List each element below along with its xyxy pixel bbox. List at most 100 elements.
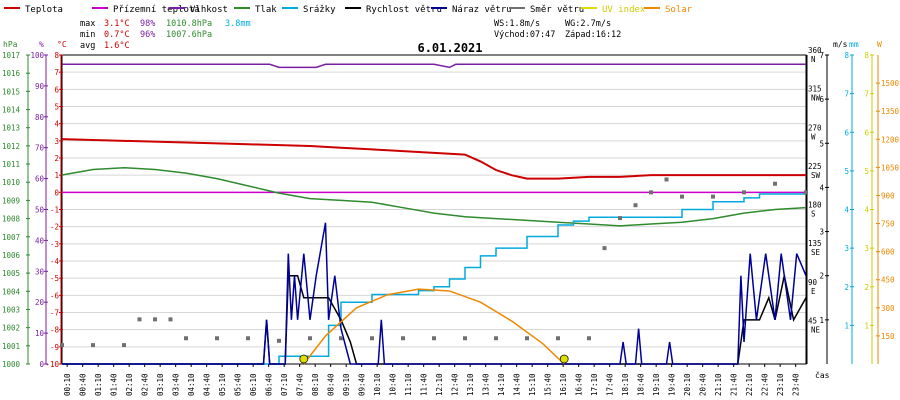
precip-tick-label: 8 [844,51,849,60]
temperature-tick-label: -3 [50,240,59,249]
humidity-tick-label: 50 [35,206,45,215]
precip-tick-label: 2 [844,283,849,292]
wind-dir-tick-label: 225 [808,162,822,171]
temperature-tick-label: -10 [45,360,59,369]
wind-dir-point [153,317,157,322]
uv-tick-label: 3 [864,244,869,253]
legend-label: Přízemní teplota [113,5,200,15]
x-tick-label: 23:40 [792,373,801,396]
x-tick-label: 13:10 [466,373,475,396]
legend-item-solar[interactable]: Solar [644,5,693,15]
pressure-tick-label: 1007 [2,233,20,242]
sunrise-marker [299,354,309,364]
solar-unit-label: W [877,40,882,49]
uv-tick-label: 6 [864,128,869,137]
x-tick-label: 10:40 [389,373,398,396]
legend-label: Rychlost větru [366,5,442,15]
precip-tick-label: 4 [844,206,849,215]
legend-item-naraz-vetru[interactable]: Náraz větru [431,5,512,15]
wind-dir-point [633,203,638,208]
pressure-tick-label: 1004 [2,287,21,296]
x-tick-label: 15:40 [544,373,553,396]
uv-tick-label: 8 [864,51,869,60]
solar-line [303,288,565,365]
x-tick-label: 16:10 [559,373,568,396]
x-tick-label: 18:40 [637,373,646,396]
temperature-tick-label: -9 [50,343,59,352]
temperature-tick-label: 0 [54,188,59,197]
wind-dir-tick-label: 315 [808,85,822,94]
legend-item-uv-index[interactable]: UV index [581,5,646,15]
wind-dir-point [370,336,374,341]
x-tick-label: 19:10 [652,373,661,396]
x-tick-label: 17:10 [590,373,599,396]
pressure-tick-label: 1011 [2,160,20,169]
legend-item-tlak[interactable]: Tlak [234,5,277,15]
legend-item-vlhkost[interactable]: Vlhkost [169,5,228,15]
wind-dir-compass-label: NW [811,94,821,103]
stats-max-pressure: 1010.8hPa [166,19,212,29]
pressure-unit-label: hPa [3,40,18,49]
temperature-tick-label: 8 [54,51,59,60]
series-layer [60,63,808,365]
legend-item-teplota[interactable]: Teplota [4,5,63,15]
pressure-tick-label: 1001 [2,342,20,351]
temperature-tick-label: -4 [50,257,60,266]
uv-tick-label: 5 [864,167,869,176]
wind-dir-point [122,343,126,348]
wind-dir-point [308,336,312,341]
solar-tick-label: 1500 [881,79,900,88]
uv-tick-label: 2 [864,283,869,292]
x-tick-label: 09:40 [358,373,367,396]
stats-block: max 3.1°C 98% 1010.8hPa 3.8mm min 0.7°C … [80,19,621,51]
srazky-line [62,193,806,365]
temperature-unit-label: °C [57,40,67,49]
temperature-tick-label: 1 [54,171,59,180]
humidity-tick-label: 90 [35,82,45,91]
wind-dir-point [680,194,684,199]
wind-dir-point [184,336,188,341]
legend-item-rychlost-vetru[interactable]: Rychlost větru [345,5,442,15]
wind-dir-point [432,336,436,341]
legend-label: Vlhkost [190,5,228,15]
stats-wind-gust: WG:2.7m/s [565,19,611,29]
temperature-tick-label: -2 [50,223,59,232]
wind-dir-tick-label: 45 [808,316,817,325]
axes: 1000100110021003100410051006100710081009… [2,46,900,369]
wind-dir-point [587,336,591,341]
stats-max-temp: 3.1°C [104,19,130,29]
solar-tick-label: 750 [881,220,895,229]
x-tick-label: 07:40 [296,373,305,396]
x-tick-label: 08:10 [311,373,320,396]
sunset-marker [559,354,569,364]
wind-dir-point [168,317,173,322]
stats-sunset: Západ:16:12 [565,30,621,40]
legend-label: Náraz větru [452,5,512,15]
precip-tick-label: 5 [844,167,849,176]
humidity-tick-label: 10 [35,329,45,338]
wind-dir-point [339,336,343,341]
temperature-tick-label: 4 [54,120,59,129]
x-tick-label: 04:10 [187,373,196,396]
legend-item-smer-vetru[interactable]: Směr větru [509,5,584,15]
legend-item-srazky[interactable]: Srážky [282,5,336,15]
stats-wind-speed: WS:1.8m/s [494,19,540,29]
vlhkost-line [62,63,806,69]
wind-dir-tick-label: 90 [808,278,818,287]
wind-dir-point [618,216,622,221]
solar-tick-label: 300 [881,304,895,313]
x-tick-label: 00:40 [79,373,88,396]
legend-item-prizemni-teplota[interactable]: Přízemní teplota [92,5,200,15]
x-tick-label: 01:10 [94,373,103,396]
legend-label: Solar [665,5,693,15]
humidity-tick-label: 70 [35,144,45,153]
x-tick-label: 14:40 [513,373,522,396]
x-tick-label: 15:10 [528,373,537,396]
uv-tick-label: 1 [864,321,869,330]
teplota-line [61,138,806,180]
legend-label: Směr větru [530,5,584,15]
pressure-tick-label: 1009 [2,196,20,205]
pressure-tick-label: 1005 [2,269,20,278]
humidity-tick-label: 60 [35,175,45,184]
wind_speed-tick-label: 7 [819,51,824,60]
